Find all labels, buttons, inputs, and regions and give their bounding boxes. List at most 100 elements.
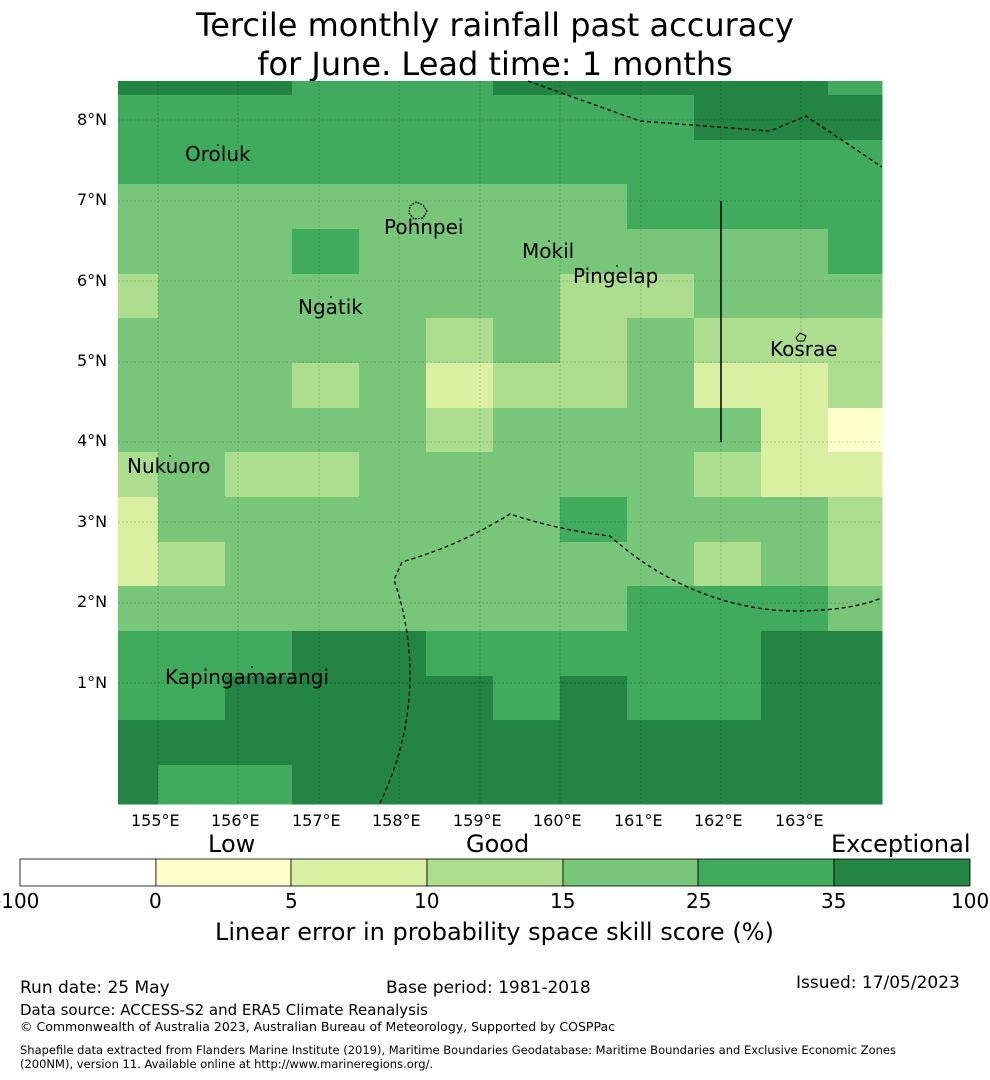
skill-cell (694, 274, 762, 319)
skill-cell (694, 586, 762, 632)
colorbar-segment (562, 858, 699, 887)
skill-cell (292, 452, 360, 498)
skill-cell (426, 363, 494, 409)
skill-cell (828, 765, 883, 805)
skill-cell (627, 542, 695, 587)
skill-cell (158, 631, 226, 677)
skill-cell (118, 720, 159, 766)
skill-cell (560, 631, 628, 677)
skill-cell (493, 765, 561, 805)
skill-cell (359, 631, 427, 677)
skill-cell (292, 676, 360, 721)
skill-cell (225, 542, 293, 587)
colorbar-axis-label: Linear error in probability space skill … (215, 918, 774, 946)
skill-cell (493, 631, 561, 677)
skill-cell (493, 81, 561, 96)
colorbar-tick: 100 (951, 889, 990, 913)
colorbar-segment (697, 858, 835, 887)
skill-cell (828, 95, 883, 141)
skill-cell (225, 452, 293, 498)
skill-cell (225, 765, 293, 805)
colorbar-tick: 5 (285, 889, 298, 913)
skill-cell (828, 452, 883, 498)
skill-cell (158, 497, 226, 543)
skill-cell (694, 497, 762, 543)
skill-cell (761, 676, 829, 721)
skill-cell (158, 586, 226, 632)
skill-cell (118, 676, 159, 721)
skill-cell (560, 140, 628, 185)
skill-cell (118, 542, 159, 587)
pohnpei-island-outline (408, 201, 428, 220)
skill-cell (694, 140, 762, 185)
skill-cell (225, 95, 293, 141)
lat-label: 4°N (77, 431, 108, 450)
skill-cell (118, 81, 159, 96)
lat-label: 8°N (77, 110, 108, 129)
skill-cell (761, 184, 829, 230)
skill-cell (493, 318, 561, 364)
data-source: Data source: ACCESS-S2 and ERA5 Climate … (20, 1001, 428, 1019)
eez-boundaries (379, 80, 883, 804)
lat-label: 3°N (77, 512, 108, 531)
skill-cell (828, 81, 883, 96)
skill-cell (225, 720, 293, 766)
skill-cell (560, 363, 628, 409)
colorbar-category-exceptional: Exceptional (831, 830, 971, 858)
colorbar-tick: -100 (0, 889, 40, 913)
skill-cell (158, 318, 226, 364)
skill-cell (627, 95, 695, 141)
colorbar-segment (833, 858, 971, 887)
skill-cell (426, 140, 494, 185)
base-period: Base period: 1981-2018 (386, 978, 591, 998)
skill-cell (694, 631, 762, 677)
skill-cell (828, 497, 883, 543)
skill-cell (225, 497, 293, 543)
skill-cell (761, 408, 829, 453)
eez-boundary-north (527, 80, 883, 168)
skill-cell (694, 542, 762, 587)
skill-cell (761, 765, 829, 805)
run-date: Run date: 25 May (20, 978, 170, 998)
skill-cell (426, 274, 494, 319)
shapefile-credit-line1: Shapefile data extracted from Flanders M… (20, 1043, 896, 1057)
skill-cell (292, 542, 360, 587)
skill-cell (627, 184, 695, 230)
skill-cell (158, 765, 226, 805)
place-label-ngatik: Ngatik (298, 295, 363, 319)
lat-label: 7°N (77, 190, 108, 209)
kosrae-island-outline (795, 332, 807, 342)
skill-cell (292, 184, 360, 230)
skill-cell (292, 765, 360, 805)
map-title-line1: Tercile monthly rainfall past accuracy (196, 6, 794, 44)
lat-label: 2°N (77, 592, 108, 611)
skill-cell (627, 765, 695, 805)
skill-cell (359, 542, 427, 587)
skill-cell (359, 229, 427, 275)
skill-cell (118, 586, 159, 632)
skill-cell (118, 184, 159, 230)
skill-cell (560, 586, 628, 632)
skill-cell (828, 720, 883, 766)
skill-cell (426, 586, 494, 632)
skill-cell (493, 229, 561, 275)
skill-cell (426, 81, 494, 96)
colorbar-tick: 15 (550, 889, 576, 913)
skill-cell (158, 229, 226, 275)
skill-cell (694, 408, 762, 453)
skill-cell (292, 497, 360, 543)
colorbar (19, 858, 971, 887)
skill-cell (359, 720, 427, 766)
skill-cell (694, 720, 762, 766)
skill-cell (761, 497, 829, 543)
skill-cell (493, 363, 561, 409)
skill-cell (627, 676, 695, 721)
skill-cell (761, 95, 829, 141)
skill-cell (694, 229, 762, 275)
skill-cell (292, 318, 360, 364)
skill-cell (225, 140, 293, 185)
skill-cell (359, 676, 427, 721)
lat-label: 1°N (77, 673, 108, 692)
skill-cell (292, 95, 360, 141)
colorbar-segment (290, 858, 428, 887)
